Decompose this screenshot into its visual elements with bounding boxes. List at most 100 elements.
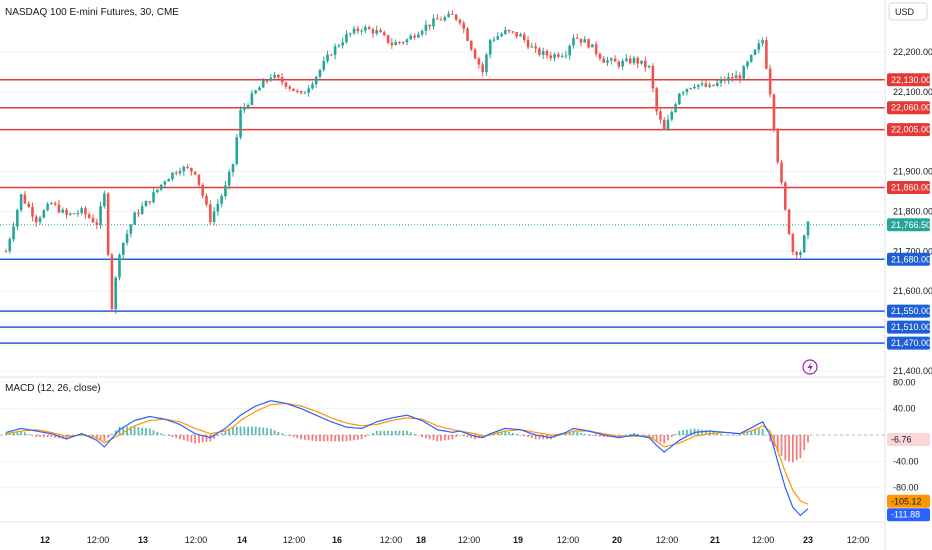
macd-histogram-bar <box>300 435 302 440</box>
candle-body <box>723 79 727 81</box>
candle-body <box>470 40 473 50</box>
candle-body <box>174 172 178 174</box>
candle-body <box>216 203 220 212</box>
candle-body <box>137 212 140 214</box>
macd-histogram-bar <box>757 428 760 435</box>
macd-histogram-bar <box>179 435 181 440</box>
resistance-tag <box>887 101 930 115</box>
candle-body <box>352 28 356 34</box>
macd-histogram-bar <box>92 435 94 438</box>
macd-histogram-bar <box>266 428 268 435</box>
macd-histogram-bar <box>788 435 790 462</box>
macd-histogram-bar <box>689 429 692 435</box>
candle-body <box>318 69 322 77</box>
candle-body <box>360 30 363 32</box>
macd-histogram-bar <box>470 435 473 439</box>
candle-body <box>103 193 106 207</box>
candle-body <box>265 80 269 82</box>
candle-body <box>587 39 590 48</box>
candle-body <box>799 252 802 255</box>
macd-histogram-bar <box>701 429 703 435</box>
candle-body <box>704 83 708 87</box>
candle-body <box>398 42 401 44</box>
candle-body <box>526 39 530 48</box>
candle-body <box>34 216 38 223</box>
candle-body <box>333 46 337 55</box>
candle-body <box>538 48 541 55</box>
candle-body <box>784 182 787 210</box>
candle-body <box>314 76 318 85</box>
macd-histogram-bar <box>742 433 745 435</box>
candle-body <box>72 213 76 215</box>
macd-histogram-bar <box>375 430 378 435</box>
macd-histogram-bar <box>583 433 586 435</box>
macd-histogram-bar <box>807 435 809 443</box>
time-tick-label: 19 <box>513 535 523 545</box>
candle-body <box>383 32 386 36</box>
macd-histogram-bar <box>50 435 53 438</box>
macd-histogram-bar <box>167 435 170 437</box>
candle-body <box>451 13 454 15</box>
candle-body <box>371 29 375 34</box>
currency-button[interactable] <box>888 2 928 21</box>
candle-body <box>413 35 416 38</box>
candle-body <box>496 36 500 40</box>
macd-histogram-bar <box>466 435 469 438</box>
macd-histogram-bar <box>20 430 23 435</box>
candle-body <box>583 39 587 43</box>
macd-tick-label: 40.00 <box>893 404 916 414</box>
candle-body <box>651 65 655 89</box>
macd-histogram-bar <box>213 435 215 439</box>
candle-body <box>167 179 170 182</box>
candle-body <box>443 17 447 21</box>
candle-body <box>693 86 696 89</box>
candle-body <box>303 92 307 94</box>
candle-body <box>171 172 174 180</box>
macd-histogram-bar <box>129 426 132 435</box>
macd-histogram-bar <box>387 430 389 435</box>
candle-body <box>159 184 163 190</box>
macd-histogram-bar <box>527 435 529 438</box>
macd-histogram-bar <box>16 431 19 435</box>
candle-body <box>227 172 231 186</box>
candle-body <box>95 222 99 226</box>
candle-body <box>727 76 730 81</box>
resistance-tag-text: 22,005.00 <box>891 125 931 135</box>
candle-body <box>12 226 15 240</box>
candle-body <box>401 42 405 44</box>
support-tag <box>887 304 930 318</box>
candle-body <box>182 166 186 172</box>
macd-histogram-bar <box>35 435 38 438</box>
candle-body <box>235 137 239 164</box>
macd-histogram-bar <box>406 430 408 435</box>
macd-histogram-bar <box>561 434 564 436</box>
macd-histogram-bar <box>776 435 779 452</box>
macd-histogram-bar <box>311 435 314 441</box>
price-tick-label: 21,600.00 <box>893 286 932 296</box>
macd-histogram-bar <box>353 435 355 441</box>
macd-histogram-bar <box>723 435 726 436</box>
candle-body <box>76 213 80 215</box>
macd-histogram-bar <box>235 426 238 435</box>
macd-histogram-bar <box>625 435 628 436</box>
candle-body <box>617 61 621 67</box>
macd-histogram-bar <box>580 432 582 435</box>
candle-body <box>295 90 299 92</box>
candle-body <box>477 58 481 65</box>
candle-body <box>458 19 462 24</box>
macd-histogram-bar <box>716 432 719 435</box>
candle-body <box>738 75 742 79</box>
signal-tag <box>887 494 930 508</box>
candle-body <box>504 29 507 34</box>
price-axis: 22,200.00 22,100.00 21,900.00 21,800.00 21,7… <box>893 47 932 493</box>
time-tick-label: 21 <box>710 535 720 545</box>
candle-body <box>678 93 681 105</box>
candle-body <box>394 42 397 45</box>
macd-histogram-bar <box>425 435 427 439</box>
candle-body <box>190 167 193 172</box>
macd-histogram-bar <box>54 435 57 438</box>
lightning-icon[interactable] <box>802 359 818 375</box>
macd-histogram-bar <box>156 431 159 435</box>
macd-histogram-bar <box>349 435 352 441</box>
